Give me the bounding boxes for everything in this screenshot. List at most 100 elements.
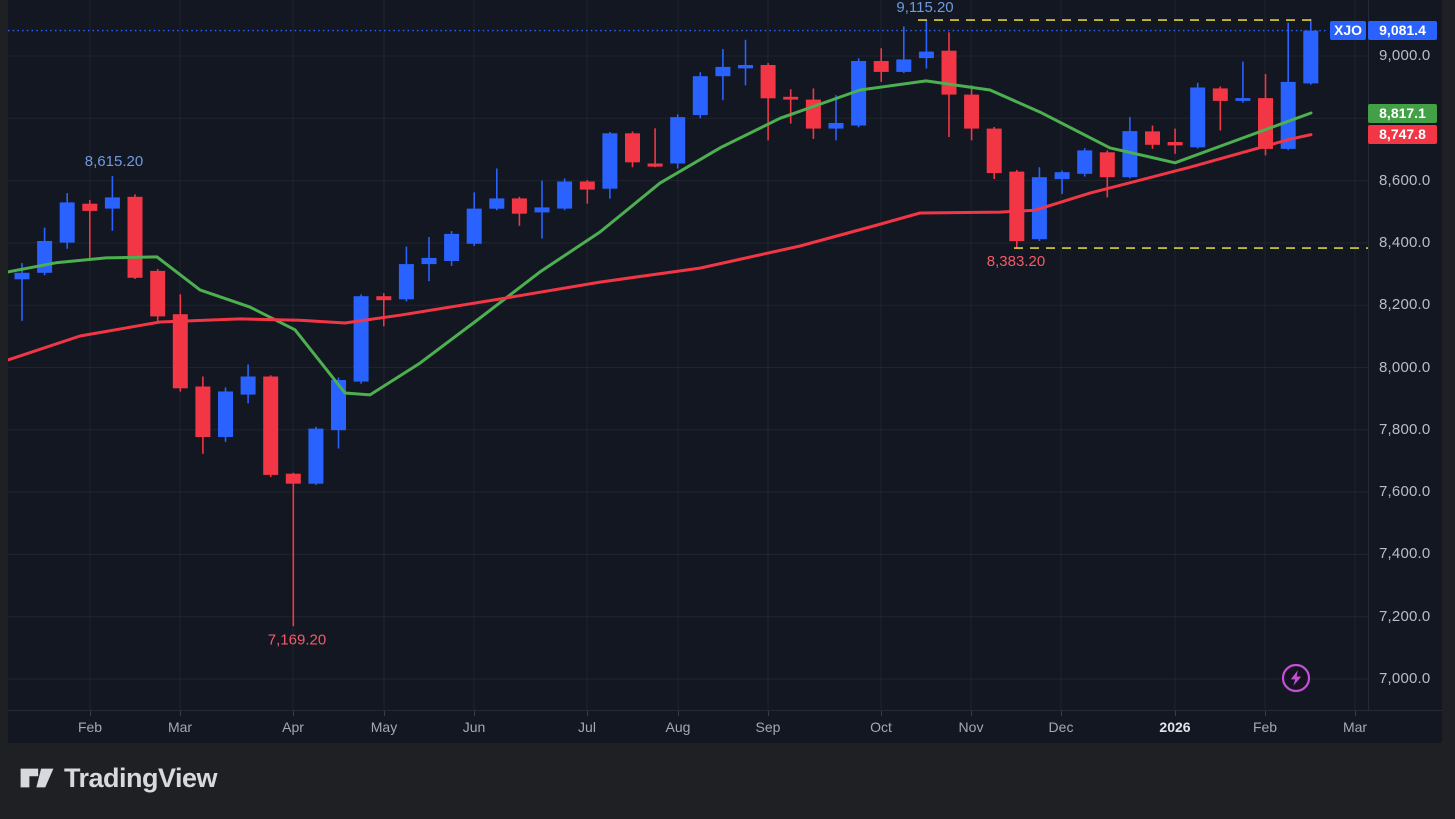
swing-high-label: 8,615.20 <box>85 153 143 170</box>
candle-body <box>602 133 618 189</box>
time-tick-label: Sep <box>755 719 781 735</box>
candle-body <box>489 198 505 209</box>
candle-body <box>715 66 731 77</box>
candle-body <box>579 181 595 190</box>
crash-low-label: 7,169.20 <box>268 631 326 648</box>
candle-body <box>692 76 708 116</box>
candle-body <box>534 207 550 213</box>
time-tick-label: Jun <box>462 719 486 735</box>
footer-brand[interactable]: TradingView <box>20 762 218 794</box>
chart-canvas[interactable]: 9,115.20 8,615.20 8,383.20 7,169.20 <box>8 0 1368 710</box>
candle-body <box>1145 131 1160 145</box>
realtime-beacon-icon[interactable] <box>1280 662 1312 694</box>
time-tick <box>1355 711 1356 716</box>
candle-body <box>670 117 686 164</box>
candle-body <box>783 96 799 100</box>
time-axis[interactable]: Feb Mar Apr May Jun Jul Aug Sep Oct Nov Dec 2026 Feb… <box>8 710 1442 744</box>
symbol-label-box: XJO <box>1330 21 1366 40</box>
candle-body <box>1212 88 1228 101</box>
candle-body <box>240 376 256 395</box>
candle-body <box>37 241 53 273</box>
time-tick-label: 2026 <box>1159 719 1191 735</box>
time-tick <box>678 711 679 716</box>
candle-body <box>1280 81 1296 149</box>
price-tick-label: 8,000.0 <box>1379 358 1431 376</box>
candle-body <box>444 233 460 261</box>
time-tick <box>474 711 475 716</box>
time-tick-label: Jul <box>578 719 596 735</box>
candle-body <box>398 264 414 300</box>
time-tick <box>293 711 294 716</box>
candle-body <box>14 272 30 280</box>
time-tick <box>881 711 882 716</box>
candle-body <box>625 133 640 163</box>
time-tick <box>768 711 769 716</box>
price-tick-label: 8,600.0 <box>1379 171 1431 189</box>
candle-body <box>376 296 392 301</box>
time-tick-label: Dec <box>1048 719 1074 735</box>
time-tick-label: Aug <box>665 719 691 735</box>
candle-body <box>760 65 776 99</box>
candle-body <box>218 391 233 437</box>
time-tick-label: Feb <box>1252 719 1278 735</box>
price-tick-label: 7,600.0 <box>1379 483 1431 501</box>
tradingview-wordmark: TradingView <box>64 762 218 793</box>
candle-body <box>896 59 912 72</box>
ma-slow-red <box>8 133 1313 362</box>
candle-body <box>1122 131 1138 178</box>
price-axis[interactable]: 9,000.0 8,600.0 8,400.0 8,200.0 8,000.0 7,800… <box>1368 0 1443 710</box>
candle-body <box>1009 171 1025 242</box>
candle-body <box>1099 152 1115 178</box>
candle-body <box>82 203 98 211</box>
time-tick <box>1061 711 1062 716</box>
candle-body <box>964 94 980 129</box>
all-time-high-label: 9,115.20 <box>896 0 953 16</box>
price-tick-label: 7,000.0 <box>1379 670 1431 687</box>
price-tick-label: 9,000.0 <box>1379 47 1431 64</box>
price-tick-label: 8,200.0 <box>1379 296 1431 314</box>
candle-body <box>1054 172 1070 180</box>
time-tick-label: Apr <box>282 719 304 735</box>
time-tick <box>1175 711 1176 716</box>
candle-body <box>1258 98 1273 149</box>
candle-body <box>557 181 573 209</box>
candle-body <box>1190 87 1206 148</box>
candle-body <box>331 380 346 431</box>
time-tick-label: Oct <box>870 719 892 735</box>
candle-body <box>851 61 867 126</box>
candle-body <box>150 270 166 317</box>
candle-body <box>647 163 663 167</box>
time-tick <box>587 711 588 716</box>
time-tick <box>90 711 91 716</box>
price-tick-label: 8,400.0 <box>1379 233 1431 251</box>
candle-body <box>511 198 527 214</box>
time-tick <box>1265 711 1266 716</box>
candle-body <box>986 128 1002 174</box>
ma-fast-green <box>8 79 1313 397</box>
tradingview-logo-icon <box>20 768 54 788</box>
candle-body <box>421 257 437 265</box>
time-tick <box>384 711 385 716</box>
candle-body <box>1077 150 1093 174</box>
swing-low-label: 8,383.20 <box>987 253 1045 270</box>
candle-body <box>308 428 324 484</box>
candle-body <box>172 314 188 389</box>
time-tick-label: May <box>370 719 398 735</box>
price-tick-label: 7,800.0 <box>1379 420 1431 438</box>
time-tick-label: Feb <box>77 719 103 735</box>
ma-slow-price-box: 8,747.8 <box>1368 125 1437 144</box>
candle-body <box>828 123 844 129</box>
time-tick-label: Mar <box>167 719 193 735</box>
candle-body <box>59 202 75 243</box>
candle-body <box>285 473 301 484</box>
time-tick-label: Mar <box>1342 719 1368 735</box>
candle-body <box>353 296 369 382</box>
time-tick-label: Nov <box>958 719 984 735</box>
ma-fast-price-box: 8,817.1 <box>1368 104 1437 123</box>
time-tick <box>971 711 972 716</box>
candle-body <box>127 196 143 278</box>
candle-body <box>873 61 889 72</box>
candle-body <box>1303 30 1319 84</box>
price-tick-label: 7,400.0 <box>1379 545 1431 563</box>
candle-body <box>466 208 482 244</box>
